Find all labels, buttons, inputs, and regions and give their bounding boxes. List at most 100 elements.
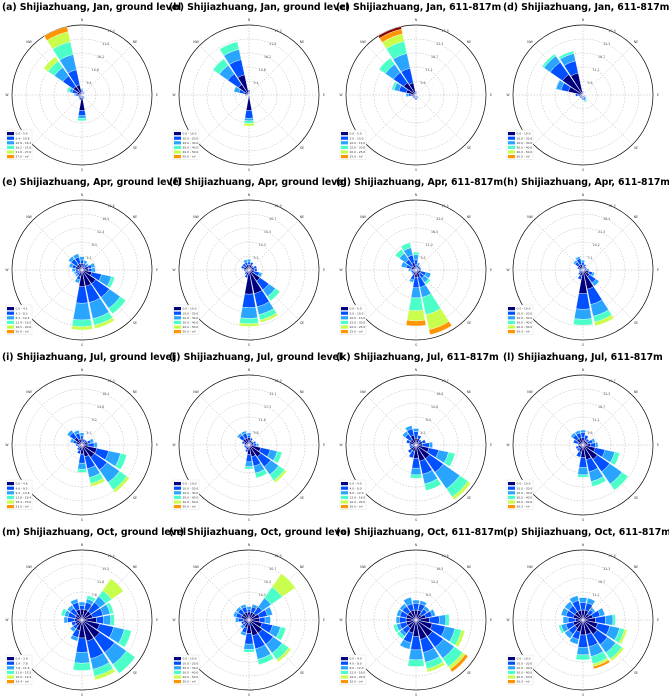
compass-label-nw: NW [527, 215, 533, 219]
rose-wedge-13-1 [577, 266, 580, 270]
legend-label: 0.0 - 10.0 [517, 657, 531, 661]
rose-wedge-1-1 [249, 437, 254, 442]
compass-label-ne: NE [467, 215, 471, 219]
legend-swatch [174, 500, 181, 504]
rose-wedge-13-1 [573, 439, 580, 445]
windrose-legend: 0.0 - 5.05.0 - 10.010.0 - 15.015.0 - 20.… [339, 304, 367, 335]
legend-swatch [174, 330, 181, 334]
compass-label-e: E [657, 93, 659, 97]
rose-wedge-15-2 [574, 430, 581, 435]
compass-label-ne: NE [300, 565, 304, 569]
windrose-panel-a: (a) Shijiazhuang, Jan, ground level 5.4 10… [0, 0, 181, 175]
rose-wedge-11-1 [244, 445, 248, 448]
grid-spoke [199, 570, 250, 621]
rose-wedge-0-2 [580, 429, 586, 433]
windrose-panel-o: (o) Shijiazhuang, Oct, 611-817m 4.1 8.3 12.… [334, 525, 504, 700]
legend-swatch [174, 670, 181, 674]
grid-spoke [81, 395, 132, 446]
windrose-plot: 5.811.617.323.128.9NNEESESSWWNW0.0 - 10.… [172, 368, 325, 522]
rose-wedge-8-1 [242, 293, 256, 308]
legend-label: 40.0 - 50.0 [517, 150, 533, 154]
rose-wedge-14-3 [212, 58, 229, 75]
compass-label-n: N [582, 193, 585, 197]
rose-wedge-8-3 [407, 659, 425, 667]
legend-label: 20.0 - 25.0 [350, 150, 366, 154]
rose-wedge-1-2 [83, 260, 88, 265]
compass-label-se: SE [300, 321, 304, 325]
rose-wedge-0-2 [246, 259, 252, 263]
windrose-panel-m: (m) Shijiazhuang, Oct, ground level 3.8 7.… [0, 525, 186, 700]
ring-label: 5.2 [254, 256, 259, 260]
rose-wedge-2-2 [85, 262, 90, 267]
grid-spoke [533, 269, 584, 320]
rose-wedge-7-4 [90, 478, 106, 487]
rose-wedge-10-2 [74, 273, 79, 278]
legend-swatch [508, 136, 515, 140]
grid-ring [25, 563, 139, 677]
legend-swatch [341, 320, 348, 324]
rose-wedge-8-1 [245, 454, 253, 463]
ring-label: 11.1 [593, 68, 600, 72]
grid-spoke [199, 619, 250, 670]
rose-wedge-13-3 [391, 81, 398, 91]
legend-label: 15.0 - 20.0 [350, 321, 366, 325]
rose-wedge-11-3 [558, 624, 565, 634]
rose-wedge-8-3 [244, 466, 254, 470]
rose-wedge-4-1 [253, 443, 257, 447]
rose-wedge-10-1 [76, 446, 81, 451]
legend-swatch [341, 141, 348, 145]
grid-spoke [199, 269, 250, 320]
rose-wedge-15-2 [569, 595, 579, 604]
compass-label-w: W [339, 443, 343, 447]
legend-label: 0.0 - 4.0 [350, 657, 362, 661]
panel-title: (l) Shijiazhuang, Jul, 611-817m [503, 352, 663, 363]
legend-label: 40.0 - 50.0 [517, 675, 533, 679]
ring-label: 16.7 [598, 55, 605, 59]
grid-spoke [582, 45, 633, 96]
rose-wedge-4-2 [264, 615, 271, 625]
panel-title: (f) Shijiazhuang, Apr, ground level [169, 177, 347, 188]
rose-wedge-12-1 [408, 93, 412, 97]
legend-label: 0.0 - 10.0 [517, 482, 531, 486]
rose-wedge-7-3 [257, 653, 274, 665]
windrose-legend: 0.0 - 10.010.0 - 20.020.0 - 30.030.0 - 4… [506, 304, 534, 335]
legend-label: 40.0 - 50.0 [183, 500, 199, 504]
compass-label-ne: NE [300, 215, 304, 219]
rose-wedge-11-3 [392, 624, 400, 633]
rose-wedge-7-5 [592, 659, 611, 670]
legend-label: 16.0 - 20.0 [350, 675, 366, 679]
legend-label: 0.0 - 10.0 [183, 132, 197, 136]
ring-label: 22.3 [436, 42, 443, 46]
legend-label: 16.5 - 20.6 [16, 325, 32, 329]
compass-label-n: N [248, 193, 251, 197]
rose-wedge-8-3 [76, 468, 88, 473]
rose-wedge-15-2 [404, 425, 413, 432]
compass-label-n: N [248, 368, 251, 372]
ring-label: 27.0 [275, 29, 282, 33]
ring-label: 7.8 [92, 593, 97, 597]
legend-label: 0.0 - 10.0 [183, 307, 197, 311]
rose-wedge-7-3 [590, 476, 607, 487]
rose-wedge-8-1 [410, 636, 422, 651]
compass-label-se: SE [634, 496, 638, 500]
legend-swatch [174, 311, 181, 315]
rose-wedge-13-2 [400, 261, 408, 269]
compass-label-s: S [81, 693, 83, 697]
legend-swatch [508, 330, 515, 334]
rose-wedge-13-2 [555, 79, 565, 91]
compass-label-e: E [156, 443, 158, 447]
compass-label-se: SE [467, 146, 471, 150]
legend-swatch [508, 141, 515, 145]
grid-spoke [366, 269, 417, 320]
legend-swatch [7, 136, 14, 140]
ring-label: 10.3 [259, 593, 266, 597]
legend-label: 30.0 - 40.0 [183, 146, 199, 150]
legend-label: 50.0 - inf [517, 680, 531, 684]
rose-wedge-9-1 [78, 96, 82, 101]
rose-wedge-3-2 [429, 608, 436, 617]
ring-label: 11.6 [259, 418, 266, 422]
ring-label: 9.2 [92, 418, 97, 422]
rose-wedge-4-1 [418, 268, 422, 272]
compass-label-ne: NE [467, 565, 471, 569]
